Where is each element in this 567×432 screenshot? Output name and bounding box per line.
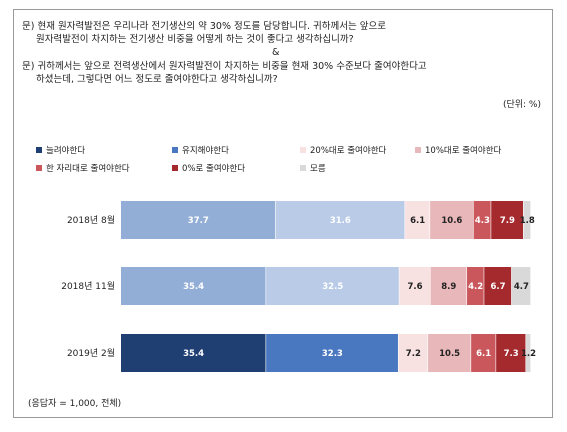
bar-segment xyxy=(484,267,512,305)
data-label: 37.7 xyxy=(188,216,209,226)
question-1-line-2: 원자력발전이 차지하는 전기생산 비중을 어떻게 하는 것이 좋다고 생각하십니… xyxy=(36,34,354,45)
data-label: 1.8 xyxy=(520,216,535,226)
bar-segment xyxy=(471,334,496,372)
bar-segment xyxy=(430,267,467,305)
legend-label-reduce10: 10%대로 줄여야한다 xyxy=(425,146,502,156)
category-label: 2018년 8월 xyxy=(67,214,115,226)
legend-swatch-reduce20 xyxy=(300,147,306,153)
bar-segment xyxy=(526,334,531,372)
bar-segment xyxy=(473,201,491,239)
legend-item-increase: 늘려야한다 xyxy=(36,144,85,156)
legend-label-unknown: 모름 xyxy=(310,164,326,174)
data-label: 4.7 xyxy=(514,282,529,292)
data-label: 8.9 xyxy=(441,282,456,292)
data-label: 7.3 xyxy=(504,349,519,359)
question-separator: & xyxy=(272,47,280,58)
bar-segment xyxy=(275,201,405,239)
data-label: 4.3 xyxy=(475,216,490,226)
data-label: 6.1 xyxy=(410,216,425,226)
footnote: (응답자 = 1,000, 전체) xyxy=(28,399,122,409)
question-2-line-2: 하셨는데, 그렇다면 어느 정도로 줄여야한다고 생각하십니까? xyxy=(36,74,278,85)
legend-item-reduce20: 20%대로 줄여야한다 xyxy=(300,144,386,156)
bar-segment xyxy=(430,201,473,239)
legend-label-single: 한 자리대로 줄여야한다 xyxy=(46,164,130,174)
legend-swatch-increase xyxy=(36,147,42,153)
legend-swatch-unknown xyxy=(300,165,306,171)
data-label: 6.7 xyxy=(490,282,505,292)
bar-segment xyxy=(467,267,484,305)
bar-segment xyxy=(428,334,471,372)
data-label: 31.6 xyxy=(330,216,351,226)
legend-item-single: 한 자리대로 줄여야한다 xyxy=(36,162,130,174)
data-label: 32.5 xyxy=(322,282,343,292)
bar-segment xyxy=(399,267,430,305)
bar-segment xyxy=(121,201,275,239)
legend-swatch-reduce10 xyxy=(415,147,421,153)
bar-segment xyxy=(405,201,430,239)
data-label: 7.2 xyxy=(406,349,421,359)
bar-segment xyxy=(121,267,266,305)
bar-segment xyxy=(511,267,531,305)
legend-label-reduce20: 20%대로 줄여야한다 xyxy=(310,146,387,156)
bar-segment xyxy=(496,334,526,372)
data-label: 4.2 xyxy=(468,282,483,292)
figure-frame xyxy=(13,9,553,418)
legend-item-zero: 0%로 줄여야한다 xyxy=(172,162,245,174)
bar-segment xyxy=(266,334,398,372)
legend-swatch-zero xyxy=(172,165,178,171)
legend-item-reduce10: 10%대로 줄여야한다 xyxy=(415,144,501,156)
data-label: 7.6 xyxy=(407,282,422,292)
data-label: 10.5 xyxy=(439,349,460,359)
data-label: 1.2 xyxy=(521,349,536,359)
data-label: 32.3 xyxy=(322,349,343,359)
question-2-line-1: 문) 귀하께서는 앞으로 전력생산에서 원자력발전이 차지하는 비중을 현재 3… xyxy=(22,61,427,72)
legend-label-increase: 늘려야한다 xyxy=(46,146,86,156)
bar-segment xyxy=(523,201,531,239)
question-1-line-1: 문) 현재 원자력발전은 우리나라 전기생산의 약 30% 정도를 담당합니다.… xyxy=(22,21,386,32)
data-label: 35.4 xyxy=(183,349,204,359)
bar-segment xyxy=(266,267,399,305)
bar-segment xyxy=(398,334,428,372)
legend-swatch-single xyxy=(36,165,42,171)
unit-label: (단위: %) xyxy=(502,100,541,110)
legend-label-maintain: 유지해야한다 xyxy=(182,146,229,156)
legend-item-unknown: 모름 xyxy=(300,162,326,174)
data-label: 7.9 xyxy=(500,216,515,226)
category-label: 2019년 2월 xyxy=(67,347,115,359)
bar-segment xyxy=(121,334,266,372)
data-label: 10.6 xyxy=(441,216,462,226)
legend-swatch-maintain xyxy=(172,147,178,153)
data-label: 35.4 xyxy=(183,282,204,292)
category-label: 2018년 11월 xyxy=(61,280,115,292)
data-label: 6.1 xyxy=(476,349,491,359)
bar-segment xyxy=(491,201,524,239)
legend-item-maintain: 유지해야한다 xyxy=(172,144,229,156)
legend-label-zero: 0%로 줄여야한다 xyxy=(182,164,246,174)
